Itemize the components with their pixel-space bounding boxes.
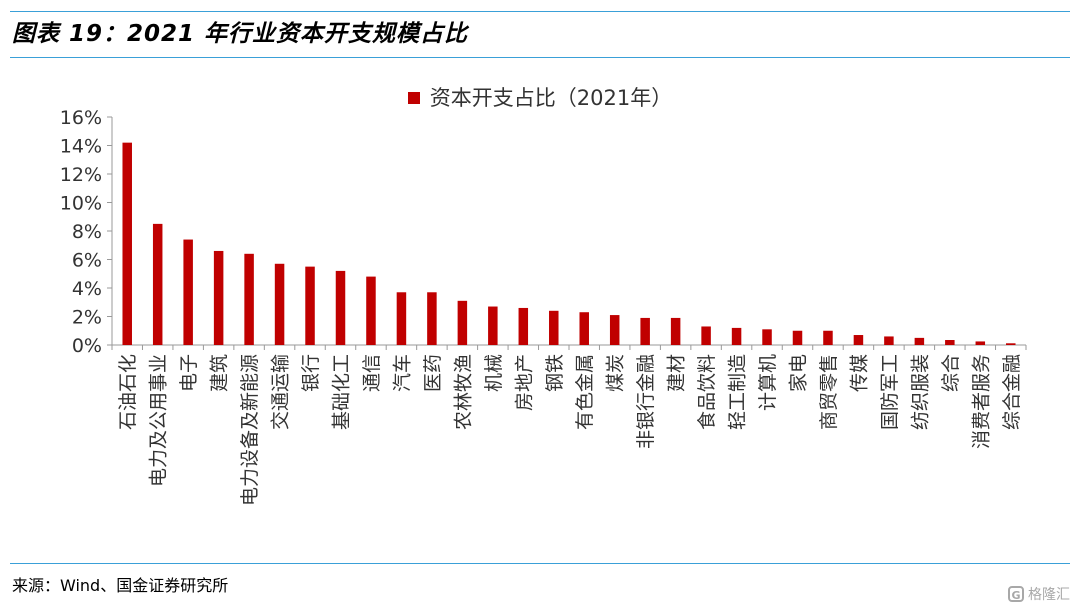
bar xyxy=(640,317,650,345)
title-rule xyxy=(10,57,1070,58)
bar xyxy=(731,327,742,345)
x-category-label: 轻工制造 xyxy=(727,354,749,430)
bar xyxy=(1006,343,1016,345)
bar xyxy=(396,292,407,345)
x-category-label: 农林牧渔 xyxy=(452,354,474,430)
x-category-label: 建筑 xyxy=(209,354,231,392)
x-category-label: 煤炭 xyxy=(605,354,627,392)
bar xyxy=(122,142,132,345)
x-category-label: 家电 xyxy=(788,354,810,392)
x-category-label: 国防军工 xyxy=(879,354,901,430)
x-category-label: 纺织服装 xyxy=(909,354,931,430)
y-tick-label: 2% xyxy=(72,307,102,329)
bar xyxy=(762,329,772,345)
x-category-label: 传媒 xyxy=(848,354,870,392)
bar xyxy=(457,300,468,345)
bar xyxy=(670,317,681,345)
watermark-logo-icon: G xyxy=(1008,586,1024,602)
watermark-text: 格隆汇 xyxy=(1028,587,1070,603)
y-tick-label: 16% xyxy=(60,107,102,129)
y-tick-label: 10% xyxy=(60,193,102,215)
y-tick-label: 12% xyxy=(60,164,102,186)
y-tick-label: 8% xyxy=(72,221,102,243)
bar xyxy=(884,336,894,345)
x-category-label: 计算机 xyxy=(757,354,779,411)
y-tick-label: 4% xyxy=(72,278,102,300)
x-category-label: 消费者服务 xyxy=(970,354,992,449)
x-category-label: 综合金融 xyxy=(1001,354,1023,430)
bar xyxy=(427,292,437,345)
x-category-label: 商贸零售 xyxy=(818,354,840,430)
x-category-label: 房地产 xyxy=(513,354,535,411)
bar xyxy=(701,326,711,345)
bar xyxy=(609,315,620,345)
x-category-label: 钢铁 xyxy=(544,354,566,392)
bar xyxy=(945,340,955,345)
watermark: G 格隆汇 xyxy=(1008,583,1070,605)
y-tick-label: 14% xyxy=(60,136,102,158)
x-category-label: 交通运输 xyxy=(270,354,292,430)
bar xyxy=(792,330,803,345)
x-category-label: 通信 xyxy=(361,354,383,392)
x-category-label: 基础化工 xyxy=(331,354,353,430)
bar xyxy=(914,337,925,345)
bar xyxy=(488,306,498,345)
legend-label: 资本开支占比（2021年） xyxy=(429,86,673,110)
bar xyxy=(244,253,254,345)
bar xyxy=(975,341,986,345)
bar xyxy=(183,239,193,345)
bar xyxy=(274,263,285,345)
x-category-label: 汽车 xyxy=(391,354,413,392)
x-category-label: 电力设备及新能源 xyxy=(239,354,261,506)
x-category-label: 电力及公用事业 xyxy=(148,354,170,487)
x-category-label: 食品饮料 xyxy=(696,354,718,430)
source-rule xyxy=(10,563,1070,564)
source-note: 来源：Wind、国金证券研究所 xyxy=(12,576,229,595)
bar xyxy=(579,312,589,345)
bar xyxy=(823,330,833,345)
bar xyxy=(853,335,864,345)
bar xyxy=(213,250,224,345)
page-title: 图表 19：2021 年行业资本开支规模占比 xyxy=(12,21,469,47)
bar xyxy=(152,223,163,345)
bar xyxy=(305,266,315,345)
x-category-label: 石油石化 xyxy=(117,354,139,430)
bar xyxy=(549,310,559,345)
x-category-label: 非银行金融 xyxy=(635,354,657,449)
x-category-label: 建材 xyxy=(666,354,688,392)
top-rule xyxy=(10,11,1070,12)
x-category-label: 银行 xyxy=(300,354,322,392)
y-tick-label: 6% xyxy=(72,250,102,272)
x-category-label: 有色金属 xyxy=(574,354,596,430)
bar xyxy=(366,276,376,345)
chart-legend: 资本开支占比（2021年） xyxy=(0,82,1080,112)
x-category-label: 综合 xyxy=(940,354,962,392)
bar xyxy=(518,307,529,345)
legend-swatch xyxy=(407,92,420,104)
y-tick-label: 0% xyxy=(72,335,102,357)
x-category-label: 医药 xyxy=(422,354,444,392)
bar xyxy=(335,270,346,345)
x-category-label: 电子 xyxy=(178,354,200,392)
x-category-label: 机械 xyxy=(483,354,505,392)
